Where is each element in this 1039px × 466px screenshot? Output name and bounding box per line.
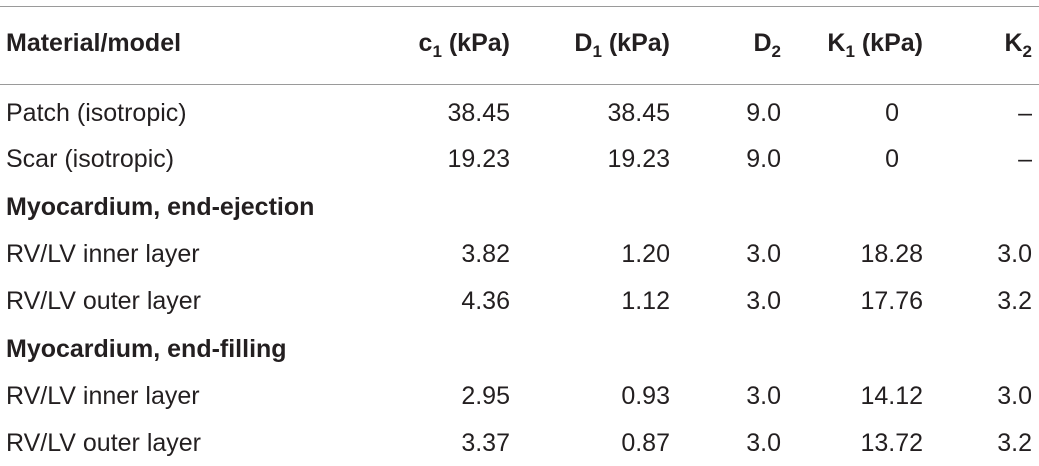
row-k1-value: 0 — [885, 99, 899, 127]
section-heading-end-filling: Myocardium, end-filling — [6, 335, 287, 363]
header-d1-unit: (kPa) — [601, 29, 670, 57]
table-row: RV/LV outer layer 3.37 0.87 3.0 13.72 3.… — [0, 420, 1039, 466]
header-d1-subscript: 1 — [592, 42, 602, 61]
row-k2-value: 3.2 — [997, 429, 1032, 457]
header-k1: K1 (kPa) — [827, 20, 923, 66]
header-k2-symbol: K — [1004, 29, 1023, 57]
row-d1-value: 1.12 — [621, 287, 670, 315]
header-c1-unit: (kPa) — [441, 29, 510, 57]
header-d2-subscript: 2 — [771, 42, 781, 61]
row-material-name: RV/LV inner layer — [6, 382, 200, 410]
table-header-row: Material/model c1 (kPa) D1 (kPa) D2 K1 (… — [0, 20, 1039, 66]
header-k1-unit: (kPa) — [854, 29, 923, 57]
row-c1-value: 3.37 — [461, 429, 510, 457]
section-heading-row: Myocardium, end-filling — [0, 326, 1039, 372]
row-d1-value: 19.23 — [607, 145, 670, 173]
row-d2-value: 9.0 — [746, 99, 781, 127]
row-c1-value: 19.23 — [447, 145, 510, 173]
header-k2-subscript: 2 — [1022, 42, 1032, 61]
row-k2-value: 3.0 — [997, 382, 1032, 410]
header-k1-subscript: 1 — [845, 42, 855, 61]
row-d1-value: 0.93 — [621, 382, 670, 410]
row-c1-value: 4.36 — [461, 287, 510, 315]
header-c1: c1 (kPa) — [419, 20, 510, 66]
row-k1-value: 13.72 — [860, 429, 923, 457]
header-d1-symbol: D — [574, 29, 593, 57]
row-d1-value: 1.20 — [621, 240, 670, 268]
row-d1-value: 38.45 — [607, 99, 670, 127]
row-k2-value: – — [1018, 145, 1032, 173]
row-k2-value: 3.0 — [997, 240, 1032, 268]
row-material-name: RV/LV outer layer — [6, 429, 202, 457]
row-c1-value: 3.82 — [461, 240, 510, 268]
row-k1-value: 17.76 — [860, 287, 923, 315]
table-row: RV/LV inner layer 2.95 0.93 3.0 14.12 3.… — [0, 373, 1039, 419]
row-d2-value: 3.0 — [746, 429, 781, 457]
table-row: RV/LV inner layer 3.82 1.20 3.0 18.28 3.… — [0, 231, 1039, 277]
header-k2: K2 — [1004, 20, 1032, 66]
row-material-name: RV/LV outer layer — [6, 287, 202, 315]
header-d2-symbol: D — [753, 29, 772, 57]
row-k2-value: 3.2 — [997, 287, 1032, 315]
table-row: Patch (isotropic) 38.45 38.45 9.0 0 – — [0, 90, 1039, 136]
row-d1-value: 0.87 — [621, 429, 670, 457]
table-row: Scar (isotropic) 19.23 19.23 9.0 0 – — [0, 136, 1039, 182]
row-c1-value: 2.95 — [461, 382, 510, 410]
header-k1-symbol: K — [827, 29, 846, 57]
row-k1-value: 0 — [885, 145, 899, 173]
header-c1-symbol: c — [418, 29, 433, 57]
header-d1: D1 (kPa) — [574, 20, 670, 66]
header-material-model: Material/model — [6, 29, 182, 57]
row-k1-value: 14.12 — [860, 382, 923, 410]
row-material-name: Scar (isotropic) — [6, 145, 175, 173]
row-k1-value: 18.28 — [860, 240, 923, 268]
table-row: RV/LV outer layer 4.36 1.12 3.0 17.76 3.… — [0, 278, 1039, 324]
row-material-name: Patch (isotropic) — [6, 99, 187, 127]
table-top-rule — [0, 6, 1039, 7]
section-heading-row: Myocardium, end-ejection — [0, 184, 1039, 230]
row-d2-value: 3.0 — [746, 240, 781, 268]
row-d2-value: 3.0 — [746, 287, 781, 315]
header-c1-subscript: 1 — [432, 42, 442, 61]
table-header-rule — [0, 84, 1039, 85]
header-d2: D2 — [753, 20, 781, 66]
row-c1-value: 38.45 — [447, 99, 510, 127]
row-d2-value: 3.0 — [746, 382, 781, 410]
section-heading-end-ejection: Myocardium, end-ejection — [6, 193, 315, 221]
row-d2-value: 9.0 — [746, 145, 781, 173]
row-material-name: RV/LV inner layer — [6, 240, 200, 268]
row-k2-value: – — [1018, 99, 1032, 127]
